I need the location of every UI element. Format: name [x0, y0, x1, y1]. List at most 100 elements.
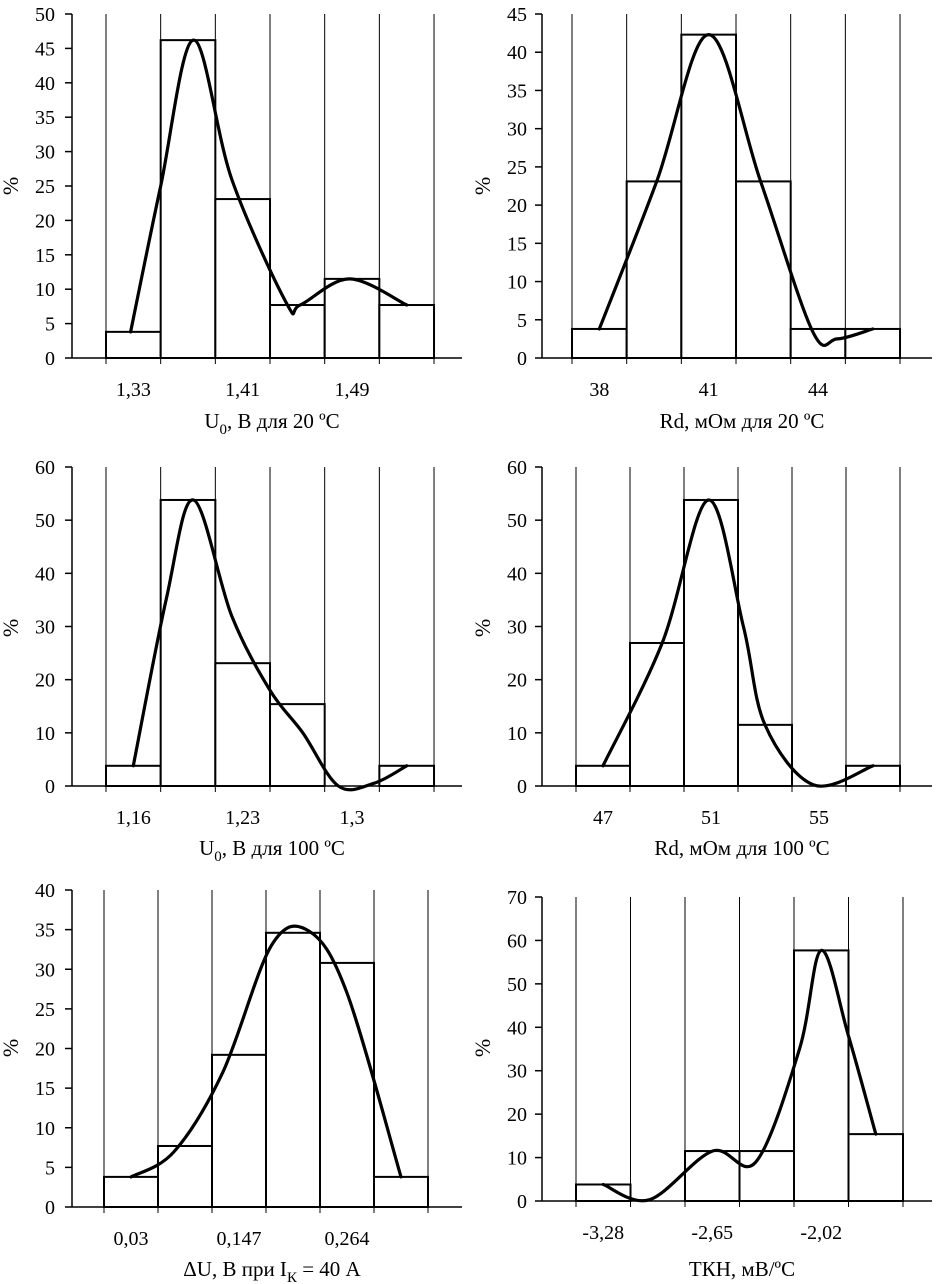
x-tick-label: 41 — [699, 379, 719, 401]
histogram-chart-2: 0 5 10 15 20 25 30 35 40 45 38 41 44% Rd, мОм для 20 … — [470, 4, 932, 433]
x-tick-label: 1,23 — [225, 807, 260, 829]
histogram-bar — [793, 949, 850, 1202]
y-tick-label: 10 — [35, 279, 55, 301]
x-axis-label-tail: = 40 А — [297, 1257, 362, 1281]
y-tick-label: 35 — [35, 107, 55, 129]
histogram-bar — [211, 1053, 267, 1208]
histogram-chart-4: 0 10 20 30 40 50 60 47 51 55% Rd, мОм для 100 ºС — [470, 457, 932, 860]
y-tick-label: 50 — [507, 974, 527, 996]
y-axis-label: % — [0, 177, 23, 195]
x-axis-label-main: Rd, мОм для 20 ºС — [660, 409, 825, 433]
x-axis-label-main: U — [204, 409, 219, 433]
y-tick-label: 50 — [507, 510, 527, 532]
distribution-curve — [129, 38, 409, 334]
y-tick-label: 40 — [507, 42, 527, 64]
y-tick-label: 10 — [507, 1148, 527, 1170]
y-tick-label: 40 — [35, 563, 55, 585]
x-axis-label: ΔU, В при IК = 40 А — [183, 1257, 361, 1284]
distribution-curve — [601, 498, 875, 788]
y-tick-label: 5 — [517, 310, 527, 332]
histogram-bar — [847, 1133, 904, 1202]
x-axis-label-subscript: К — [287, 1270, 298, 1284]
histogram-bar — [680, 33, 738, 359]
histogram-bar — [735, 180, 792, 359]
x-axis-label: U0, В для 100 ºС — [199, 836, 345, 865]
y-tick-label: 15 — [507, 233, 527, 255]
y-tick-label: 60 — [507, 457, 527, 479]
y-axis-label: % — [0, 1039, 23, 1057]
distribution-curve — [131, 498, 409, 792]
histogram-bar — [373, 1175, 429, 1209]
histogram-bar — [378, 304, 436, 359]
x-axis-label-main: Rd, мОм для 100 ºС — [654, 836, 829, 860]
histogram-chart-5: 0 5 10 15 20 25 30 35 40 0,03 0,147 0,264% ΔU, В при… — [0, 880, 462, 1284]
y-tick-label: 15 — [35, 1078, 55, 1100]
distribution-curve — [597, 33, 875, 347]
y-tick-label: 40 — [507, 1017, 527, 1039]
histogram-bar — [105, 764, 162, 788]
histogram-bar — [571, 327, 628, 359]
x-tick-label: 1,41 — [225, 379, 260, 401]
y-tick-label: 20 — [35, 670, 55, 692]
y-tick-label: 40 — [507, 563, 527, 585]
histogram-bar — [844, 327, 902, 359]
histogram-bar — [323, 277, 381, 360]
y-axis-label: % — [470, 619, 495, 637]
y-tick-label: 0 — [517, 1191, 527, 1213]
y-tick-label: 0 — [45, 776, 55, 798]
y-tick-label: 15 — [35, 245, 55, 267]
y-tick-label: 45 — [35, 38, 55, 60]
y-axis-label: % — [470, 1039, 495, 1057]
histogram-bar — [575, 1183, 632, 1203]
x-tick-label: -3,28 — [582, 1222, 624, 1244]
x-axis-label-subscript: 0 — [214, 849, 222, 865]
y-tick-label: 40 — [35, 73, 55, 95]
y-tick-label: 20 — [35, 210, 55, 232]
x-axis-label: Rd, мОм для 100 ºС — [654, 836, 829, 860]
y-tick-label: 30 — [35, 959, 55, 981]
histogram-bar — [105, 330, 162, 359]
histogram-bar — [738, 1150, 795, 1202]
histogram-bar — [265, 931, 321, 1208]
y-tick-label: 0 — [45, 348, 55, 370]
y-tick-label: 5 — [45, 1157, 55, 1179]
y-tick-label: 40 — [35, 880, 55, 902]
x-tick-label: 0,264 — [325, 1228, 370, 1250]
y-tick-label: 25 — [507, 157, 527, 179]
y-tick-label: 10 — [35, 1118, 55, 1140]
y-tick-label: 45 — [507, 4, 527, 26]
x-axis-label-tail: , В для 20 ºС — [227, 409, 340, 433]
x-axis-label-subscript: 0 — [220, 422, 228, 438]
y-tick-label: 70 — [507, 887, 527, 909]
histogram-bar — [214, 662, 272, 787]
y-tick-label: 60 — [35, 457, 55, 479]
x-tick-label: 44 — [808, 379, 828, 401]
histogram-bar — [683, 498, 739, 787]
x-tick-label: 1,16 — [116, 807, 151, 829]
x-tick-label: 55 — [809, 807, 829, 829]
y-tick-label: 35 — [507, 80, 527, 102]
histogram-chart-6: 0 10 20 30 40 50 60 70 -3,28 -2,65 -2,02% ТКН, мВ/º… — [470, 887, 932, 1281]
x-tick-label: 0,03 — [114, 1228, 149, 1250]
y-tick-label: 35 — [35, 920, 55, 942]
x-tick-label: 51 — [701, 807, 721, 829]
x-tick-label: 38 — [589, 379, 609, 401]
histogram-bar — [319, 961, 375, 1208]
x-tick-label: 1,3 — [340, 807, 365, 829]
histogram-bar — [575, 764, 631, 788]
x-axis-label-tail: , В для 100 ºС — [222, 836, 345, 860]
histogram-bar — [159, 39, 217, 359]
x-tick-label: 1,33 — [116, 379, 151, 401]
x-axis-label-main: ΔU, В при I — [183, 1257, 287, 1281]
distribution-curve — [601, 948, 878, 1203]
x-tick-label: 0,147 — [217, 1228, 262, 1250]
x-axis-label: ТКН, мВ/ºС — [689, 1257, 795, 1281]
y-tick-label: 20 — [35, 1039, 55, 1061]
x-axis-label: Rd, мОм для 20 ºС — [660, 409, 825, 433]
histogram-bar — [789, 327, 847, 359]
x-tick-label: 1,49 — [335, 379, 370, 401]
y-tick-label: 10 — [507, 272, 527, 294]
